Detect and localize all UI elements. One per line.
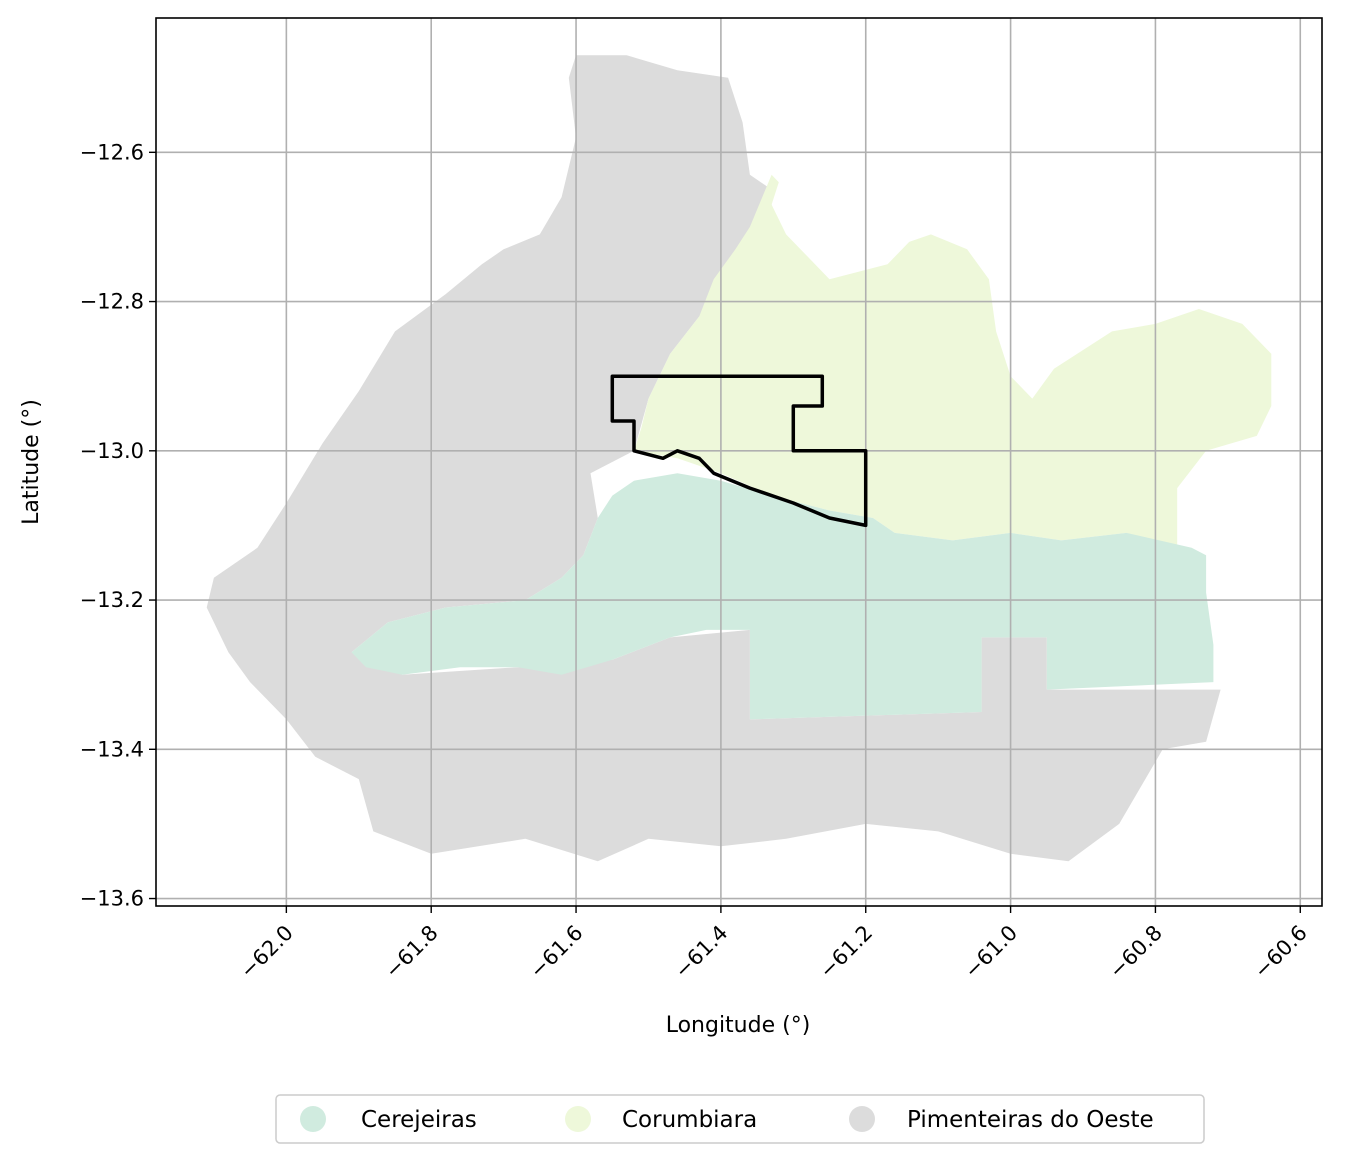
legend-marker-pimenteiras-do-oeste xyxy=(849,1106,875,1132)
legend-box xyxy=(275,1094,1205,1144)
y-tick-label: −12.6 xyxy=(80,140,144,164)
legend-marker-cerejeiras xyxy=(300,1106,326,1132)
x-tick-label: −60.8 xyxy=(1104,921,1166,983)
region-corumbiara xyxy=(634,174,1272,548)
y-tick-label: −13.4 xyxy=(80,737,144,761)
x-tick-label: −61.8 xyxy=(380,921,442,983)
x-axis-title: Longitude (°) xyxy=(666,1013,811,1038)
region-pimenteiras-do-oeste xyxy=(206,55,1221,862)
y-tick-label: −12.8 xyxy=(80,290,144,314)
highlight-boundary-layer xyxy=(610,374,868,528)
y-axis: −12.6 −12.8 −13.0 −13.2 −13.4 −13.6 xyxy=(80,140,156,911)
legend-label-corumbiara: Corumbiara xyxy=(622,1107,757,1133)
x-axis: −62.0 −61.8 −61.6 −61.4 −61.2 −61.0 −60.8 −60.6 xyxy=(235,906,1312,983)
highlight-boundary xyxy=(610,374,868,528)
legend: Cerejeiras Corumbiara Pimenteiras do Oeste xyxy=(275,1094,1205,1144)
y-tick-label: −13.2 xyxy=(80,588,144,612)
region-cerejeiras xyxy=(351,473,1214,720)
x-tick-label: −60.6 xyxy=(1249,921,1311,983)
legend-marker-corumbiara xyxy=(565,1106,591,1132)
x-tick-label: −61.0 xyxy=(960,921,1022,983)
regions-layer xyxy=(206,55,1272,862)
plot-frame xyxy=(155,17,1323,907)
x-tick-label: −61.2 xyxy=(815,921,877,983)
x-tick-label: −62.0 xyxy=(235,921,297,983)
y-axis-title: Latitude (°) xyxy=(19,399,44,525)
legend-label-cerejeiras: Cerejeiras xyxy=(361,1107,477,1133)
legend-label-pimenteiras-do-oeste: Pimenteiras do Oeste xyxy=(907,1107,1154,1133)
x-tick-label: −61.4 xyxy=(670,921,732,983)
y-tick-label: −13.6 xyxy=(80,887,144,911)
x-tick-label: −61.6 xyxy=(525,921,587,983)
y-tick-label: −13.0 xyxy=(80,439,144,463)
